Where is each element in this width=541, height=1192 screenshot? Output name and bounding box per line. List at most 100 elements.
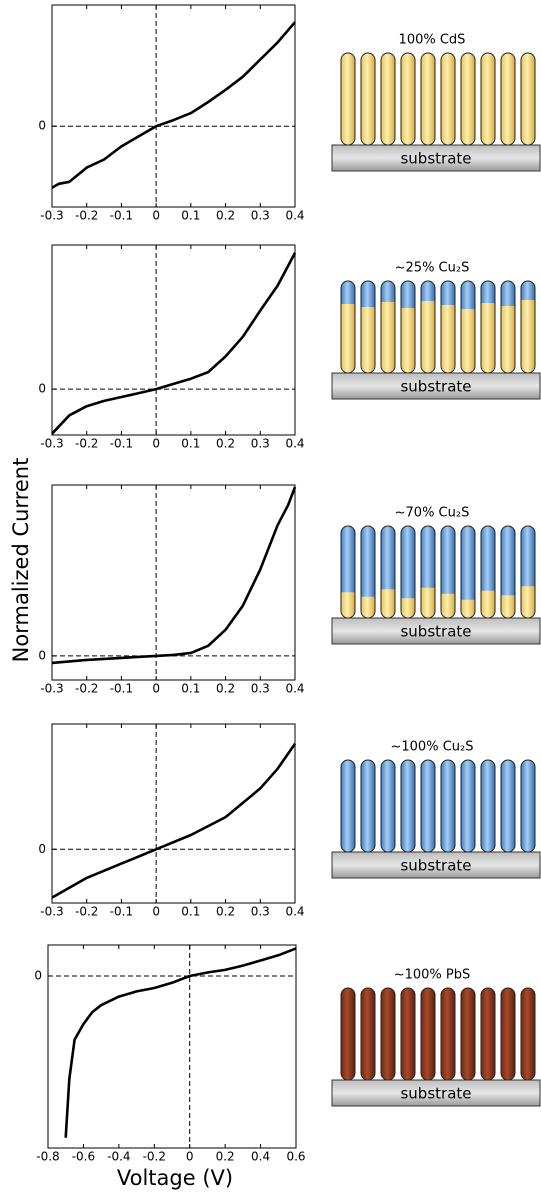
rod-fill (441, 305, 455, 373)
x-tick-label: -0.4 (107, 1150, 130, 1164)
substrate (331, 1079, 541, 1107)
rod-fill (441, 988, 455, 1080)
x-tick-label: 0.1 (181, 682, 200, 696)
substrate (331, 144, 541, 172)
nanorod (420, 987, 436, 1081)
nanorod (440, 759, 456, 853)
nanorod (520, 759, 536, 853)
rod-fill (441, 53, 455, 145)
nanorod (340, 280, 356, 374)
nanorod (440, 280, 456, 374)
nanorod (460, 52, 476, 146)
nanorod (380, 987, 396, 1081)
material-label: ~70% Cu₂S (395, 506, 470, 521)
nanorod (460, 759, 476, 853)
y-tick-label: 0 (38, 842, 46, 856)
x-tick-label: 0.3 (251, 209, 270, 223)
x-tick-label: 0 (152, 437, 160, 451)
x-tick-label: 0.2 (216, 1150, 235, 1164)
rod-fill (361, 526, 375, 618)
rod-fill (361, 760, 375, 852)
nanorod (480, 525, 496, 619)
substrate-label: substrate (400, 150, 471, 168)
rod-fill (421, 988, 435, 1080)
x-tick-label: 0.4 (285, 437, 304, 451)
x-tick-label: 0.1 (181, 905, 200, 919)
rod-fill (361, 988, 375, 1080)
rod-fill (381, 760, 395, 852)
rod-fill (481, 988, 495, 1080)
nanorod (480, 52, 496, 146)
rod-fill (441, 760, 455, 852)
nanorod (500, 280, 516, 374)
rod-fill (461, 526, 475, 618)
x-tick-label: 0.6 (286, 1150, 305, 1164)
x-tick-label: 0.4 (285, 682, 304, 696)
x-tick-label: 0.3 (251, 682, 270, 696)
nanorod (360, 52, 376, 146)
rod-fill (461, 599, 475, 618)
data-line (51, 486, 297, 665)
material-label: 100% CdS (399, 33, 466, 48)
x-tick-label: -0.2 (143, 1150, 166, 1164)
rod-fill (421, 301, 435, 373)
data-line (51, 252, 297, 435)
x-tick-label: -0.2 (75, 682, 98, 696)
material-label: ~25% Cu₂S (395, 261, 470, 276)
x-tick-label: 0.4 (251, 1150, 270, 1164)
rod-fill (381, 302, 395, 373)
nanorod (520, 52, 536, 146)
rod-fill (421, 587, 435, 618)
nanorod (340, 52, 356, 146)
rod-fill (361, 53, 375, 145)
rod-fill (461, 760, 475, 852)
x-tick-label: -0.1 (110, 905, 133, 919)
nanorod (520, 280, 536, 374)
y-tick-label: 0 (34, 968, 42, 982)
nanorod (500, 987, 516, 1081)
nanorod (380, 52, 396, 146)
rod-fill (381, 589, 395, 618)
y-axis-label: Normalized Current (9, 458, 33, 663)
rod-fill (481, 760, 495, 852)
x-tick-label: -0.3 (40, 437, 63, 451)
rod-fill (341, 760, 355, 852)
material-label: ~100% Cu₂S (391, 740, 474, 755)
y-tick-label: 0 (38, 382, 46, 396)
nanorod (500, 525, 516, 619)
x-tick-label: -0.6 (72, 1150, 95, 1164)
nanorod (520, 525, 536, 619)
rod-fill (521, 988, 535, 1080)
nanorod (400, 52, 416, 146)
nanorod (420, 759, 436, 853)
x-tick-label: -0.2 (75, 437, 98, 451)
x-tick-label: 0 (152, 682, 160, 696)
x-tick-label: -0.3 (40, 682, 63, 696)
nanorod (420, 525, 436, 619)
nanorod (480, 759, 496, 853)
rod-fill (421, 760, 435, 852)
plot-frame (51, 4, 296, 208)
rod-fill (481, 303, 495, 373)
nanorod (440, 987, 456, 1081)
rod-fill (401, 598, 415, 618)
rod-fill (461, 53, 475, 145)
substrate (331, 617, 541, 645)
x-tick-label: 0 (152, 209, 160, 223)
rod-fill (481, 590, 495, 618)
y-tick-label: 0 (38, 119, 46, 133)
x-tick-label: 0.2 (216, 437, 235, 451)
nanorod (460, 280, 476, 374)
substrate-label: substrate (400, 378, 471, 396)
nanorod (340, 525, 356, 619)
nanorod (360, 280, 376, 374)
rod-fill (381, 53, 395, 145)
nanorod (360, 987, 376, 1081)
plot-frame (51, 723, 296, 904)
nanorod (380, 759, 396, 853)
rod-fill (341, 304, 355, 373)
rod-fill (521, 760, 535, 852)
nanorod (340, 759, 356, 853)
rod-fill (501, 988, 515, 1080)
